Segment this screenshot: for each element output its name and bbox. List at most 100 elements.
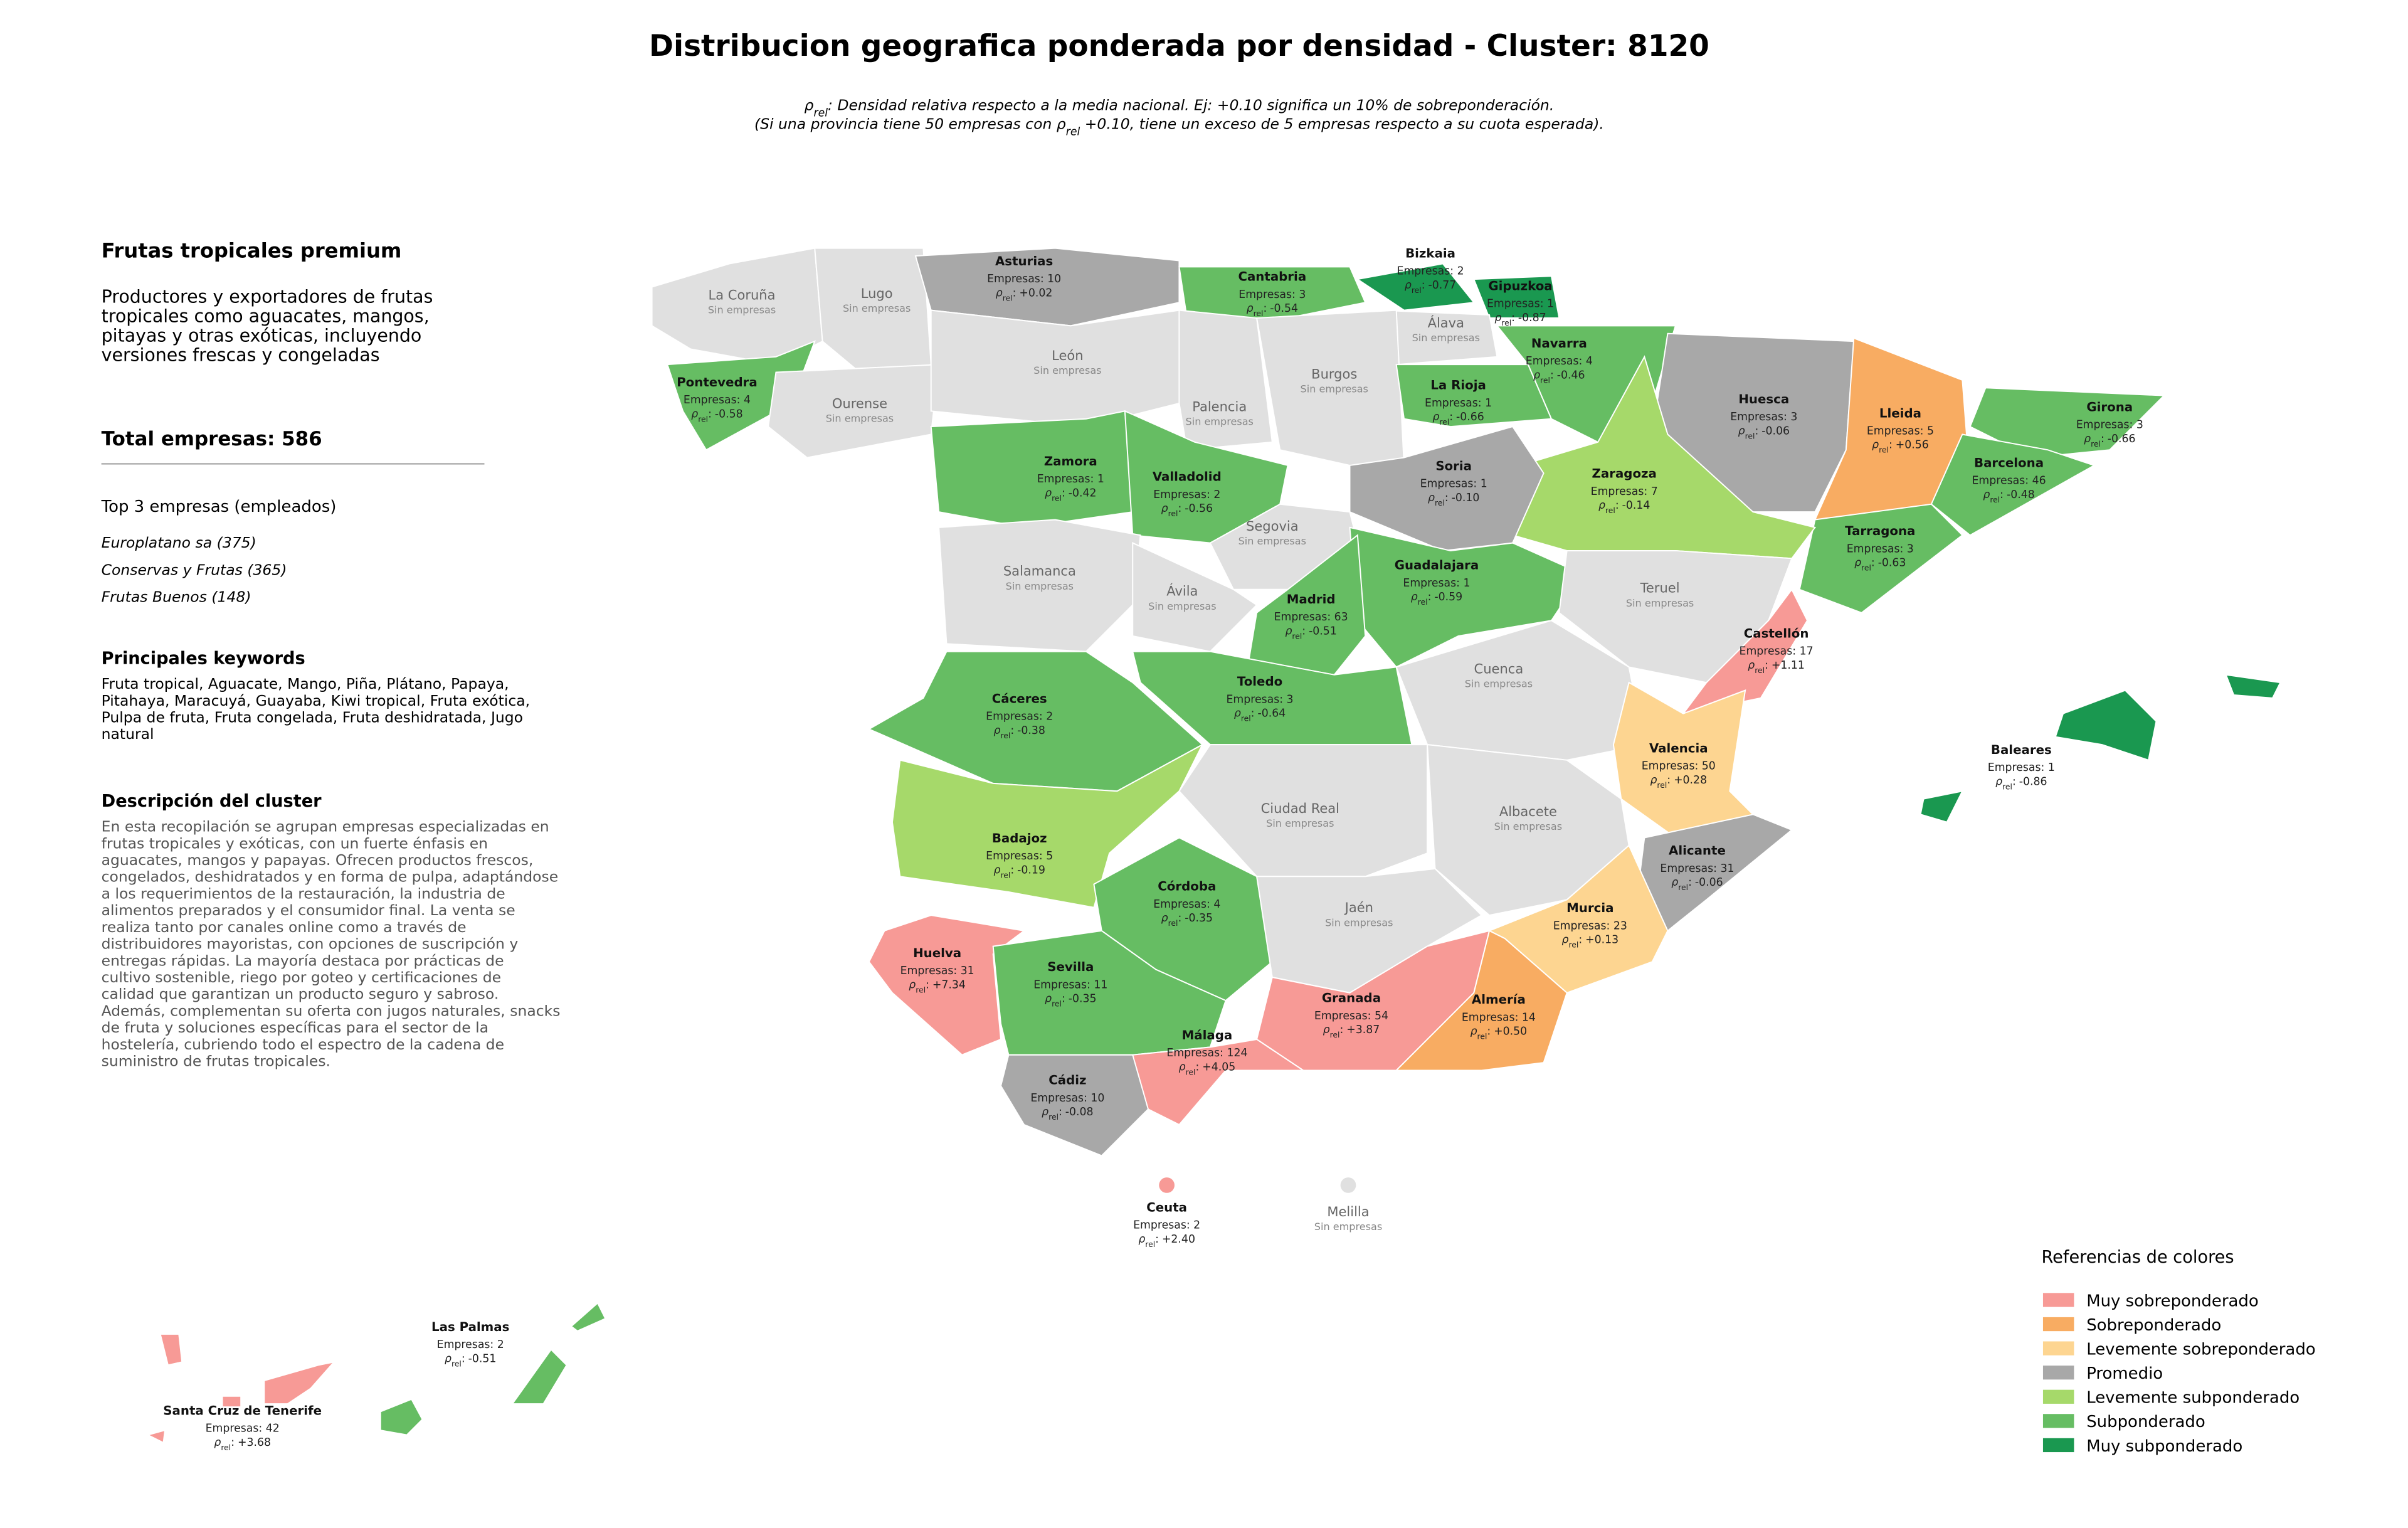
rho-value: -0.87: [1518, 312, 1546, 324]
rho-symbol: ρ: [909, 979, 916, 991]
rho-subscript: rel: [1678, 883, 1688, 892]
rho-symbol: ρ: [1161, 912, 1168, 925]
province-rho: ρrel: -0.14: [1598, 499, 1650, 515]
description-line: Además, complementan su oferta con jugos…: [102, 1002, 561, 1019]
top-company: Conservas y Frutas (365): [102, 561, 287, 578]
province-count: Empresas: 124: [1166, 1047, 1247, 1059]
rho-value: +0.56: [1896, 439, 1929, 452]
province-rho: ρrel: -0.56: [1161, 502, 1213, 518]
province-name: Barcelona: [1974, 455, 2044, 470]
keywords-line: natural: [102, 725, 154, 743]
rho-subscript: rel: [2002, 782, 2012, 791]
rho-symbol: ρ: [214, 1436, 221, 1449]
legend-label: Subponderado: [2086, 1413, 2205, 1431]
province-count: Empresas: 2: [986, 711, 1053, 723]
rho-colon: :: [1578, 934, 1582, 947]
rho-subscript: rel: [1186, 1068, 1196, 1076]
rho-symbol: ρ: [1995, 775, 2002, 788]
rho-symbol: ρ: [1323, 1024, 1330, 1036]
rho-colon: :: [2101, 433, 2104, 445]
province-note: Sin empresas: [1148, 600, 1216, 612]
rho-colon: :: [1155, 1233, 1159, 1246]
rho-symbol: ρ: [1471, 1026, 1477, 1038]
description-line: cultivo sostenible, riego por goteo y ce…: [102, 968, 501, 986]
rho-value: -0.06: [1761, 425, 1790, 437]
description-title: Descripción del cluster: [102, 792, 322, 811]
province-name: Burgos: [1311, 366, 1357, 381]
province-count: Empresas: 1: [1988, 761, 2055, 774]
province-name: Baleares: [1991, 743, 2052, 757]
province-count: Empresas: 42: [206, 1423, 280, 1435]
rho-subscript: rel: [1439, 418, 1449, 427]
province-count: Empresas: 2: [437, 1339, 504, 1351]
rho-value: +0.13: [1585, 934, 1619, 947]
rho-colon: :: [1755, 425, 1758, 437]
legend-label: Levemente subponderado: [2086, 1389, 2300, 1408]
keywords-title: Principales keywords: [102, 649, 305, 668]
rho-colon: :: [231, 1436, 235, 1449]
province-name: León: [1052, 348, 1083, 363]
description-line: entregas rápidas. La mayoría destaca por…: [102, 952, 504, 969]
province-shape: [2225, 674, 2281, 699]
province-name: Almería: [1472, 992, 1526, 1007]
province-name: Cádiz: [1048, 1073, 1086, 1088]
province-shape: [1930, 433, 2096, 536]
province-count: Empresas: 1: [1425, 397, 1492, 410]
province-name: La Coruña: [709, 287, 776, 302]
rho-colon: :: [1178, 502, 1181, 515]
province-note: Sin empresas: [1325, 916, 1393, 928]
province-shape: [868, 915, 1026, 1056]
rho-value: +7.34: [932, 979, 966, 991]
legend-label: Muy sobreponderado: [2086, 1292, 2259, 1310]
rho-symbol: ρ: [996, 287, 1003, 299]
province-rho: ρrel: -0.38: [994, 724, 1045, 740]
summary-line: tropicales como aguacates, mangos,: [102, 305, 430, 326]
rho-colon: :: [1428, 591, 1432, 603]
province-name: Ourense: [832, 395, 887, 411]
total: Total empresas: 586: [102, 428, 322, 450]
province-shape: [263, 1361, 336, 1405]
province-note: Sin empresas: [1494, 820, 1562, 832]
rho-colon: :: [1615, 499, 1619, 512]
province-name: Girona: [2086, 400, 2133, 414]
province-rho: ρrel: +4.05: [1179, 1061, 1236, 1076]
rho-value: +4.05: [1202, 1061, 1235, 1073]
rho-value: +2.40: [1162, 1233, 1195, 1246]
rho-symbol: ρ: [1598, 499, 1605, 512]
province-count: Empresas: 46: [1972, 475, 2046, 487]
province-note: Sin empresas: [843, 302, 911, 314]
province-name: Melilla: [1327, 1204, 1369, 1219]
rho-symbol: ρ: [445, 1352, 452, 1365]
top-company: Europlatano sa (375): [102, 534, 256, 551]
province-name: Lugo: [861, 285, 893, 301]
rho-value: -0.48: [2007, 489, 2035, 501]
rho-value: -0.19: [1017, 864, 1045, 876]
province-name: Palencia: [1192, 398, 1247, 414]
rho-symbol: ρ: [1285, 625, 1292, 637]
rho-symbol: ρ: [1161, 502, 1168, 515]
rho-value: -0.51: [1309, 625, 1337, 637]
top-title: Top 3 empresas (empleados): [101, 497, 337, 516]
rho-symbol: ρ: [1045, 993, 1052, 1005]
province-rho: ρrel: -0.77: [1405, 279, 1456, 295]
rho-colon: :: [2000, 489, 2004, 501]
rho-subscript: rel: [698, 415, 708, 423]
rho-colon: :: [462, 1352, 465, 1365]
province-rho: ρrel: -0.54: [1247, 302, 1298, 318]
province-name: Ceuta: [1146, 1200, 1187, 1214]
province-count: Empresas: 10: [1030, 1092, 1104, 1105]
province-shape: [1472, 275, 1560, 319]
province-name: Salamanca: [1003, 563, 1076, 579]
rho-symbol: ρ: [1561, 934, 1568, 947]
province-count: Empresas: 63: [1274, 611, 1348, 623]
province-name: Castellón: [1744, 626, 1809, 640]
rho-subscript: rel: [1755, 666, 1765, 675]
rho-value: -0.77: [1428, 279, 1456, 292]
province-rho: ρrel: -0.58: [691, 408, 742, 423]
province-name: Zaragoza: [1592, 467, 1657, 481]
rho-symbol: ρ: [1854, 557, 1861, 570]
province-rho: ρrel: -0.19: [994, 864, 1045, 879]
subtitle-part: +0.10, tiene un exceso de 5 empresas res…: [1080, 115, 1604, 132]
description-line: aguacates, mangos y papayas. Ofrecen pro…: [102, 851, 534, 869]
